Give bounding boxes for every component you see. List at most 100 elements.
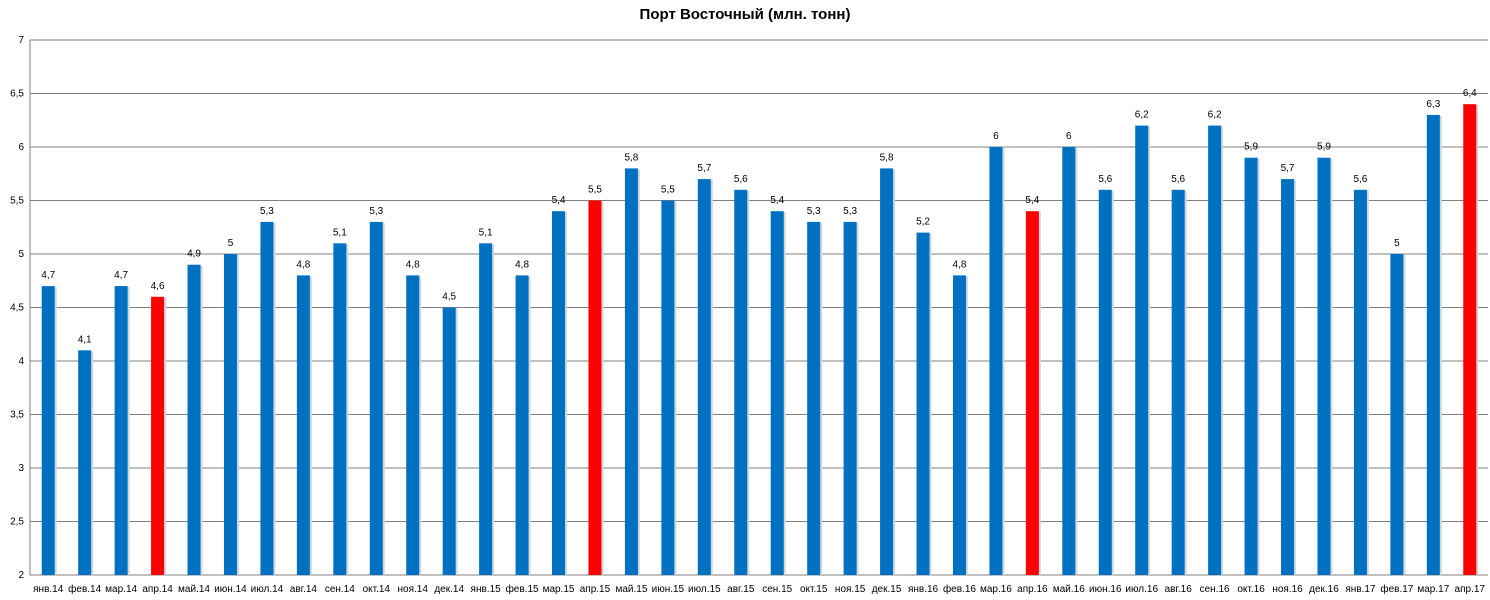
x-tick-label: авг.15 bbox=[727, 584, 755, 595]
x-tick-label: ноя.16 bbox=[1272, 584, 1303, 595]
x-tick-label: дек.15 bbox=[872, 584, 902, 595]
data-label: 5,3 bbox=[807, 206, 821, 217]
data-label: 5,8 bbox=[880, 152, 894, 163]
x-tick-label: сен.15 bbox=[762, 584, 792, 595]
x-tick-label: окт.15 bbox=[800, 584, 828, 595]
y-tick-label: 4,5 bbox=[10, 303, 24, 314]
x-tick-label: янв.16 bbox=[908, 584, 939, 595]
x-tick-label: фев.15 bbox=[506, 583, 539, 595]
x-tick-label: июн.14 bbox=[214, 584, 247, 595]
data-label: 4,6 bbox=[151, 281, 165, 292]
data-label: 5,3 bbox=[260, 206, 274, 217]
bar bbox=[260, 221, 274, 575]
x-tick-label: апр.14 bbox=[142, 584, 173, 595]
bar bbox=[515, 275, 529, 575]
bar bbox=[1390, 254, 1404, 575]
data-label: 4,5 bbox=[442, 292, 456, 303]
bar bbox=[952, 275, 966, 575]
bar bbox=[734, 189, 748, 576]
data-label: 5,4 bbox=[552, 195, 566, 206]
bar bbox=[187, 264, 201, 575]
data-label: 5,9 bbox=[1244, 142, 1258, 153]
y-tick-label: 6,5 bbox=[10, 89, 24, 100]
x-tick-label: июн.15 bbox=[652, 584, 685, 595]
x-tick-label: июл.14 bbox=[251, 584, 284, 595]
x-tick-label: мар.14 bbox=[105, 584, 137, 595]
y-tick-label: 5,5 bbox=[10, 196, 24, 207]
x-tick-label: апр.16 bbox=[1017, 584, 1048, 595]
data-label: 6,4 bbox=[1463, 88, 1477, 99]
x-tick-label: мар.17 bbox=[1417, 584, 1449, 595]
x-tick-label: окт.16 bbox=[1237, 584, 1265, 595]
data-label: 6 bbox=[1066, 131, 1072, 142]
x-tick-label: дек.16 bbox=[1309, 584, 1339, 595]
data-label: 5,9 bbox=[1317, 142, 1331, 153]
bar bbox=[552, 211, 566, 575]
bar bbox=[1281, 179, 1295, 575]
chart-title: Порт Восточный (млн. тонн) bbox=[639, 6, 851, 23]
bar bbox=[1171, 189, 1185, 576]
x-tick-label: фев.14 bbox=[68, 583, 101, 595]
data-label: 6,2 bbox=[1208, 110, 1222, 121]
bar bbox=[333, 243, 347, 576]
x-tick-label: авг.14 bbox=[290, 584, 318, 595]
bar bbox=[406, 275, 420, 575]
bar bbox=[843, 221, 857, 575]
bar bbox=[479, 243, 493, 576]
x-tick-label: апр.17 bbox=[1455, 584, 1486, 595]
x-tick-label: дек.14 bbox=[434, 584, 464, 595]
data-label: 5,6 bbox=[1171, 174, 1185, 185]
data-label: 5 bbox=[1394, 238, 1400, 249]
bar bbox=[1098, 189, 1112, 576]
bar bbox=[369, 221, 383, 575]
data-label: 4,8 bbox=[953, 259, 967, 270]
y-tick-label: 3 bbox=[18, 463, 24, 474]
y-tick-label: 6 bbox=[18, 142, 24, 153]
data-label: 5,3 bbox=[843, 206, 857, 217]
bar bbox=[1208, 125, 1222, 575]
data-label: 5,6 bbox=[1098, 174, 1112, 185]
x-tick-label: май.16 bbox=[1053, 584, 1085, 595]
x-tick-label: янв.14 bbox=[33, 584, 64, 595]
bar bbox=[1317, 157, 1331, 575]
x-tick-label: май.14 bbox=[178, 584, 210, 595]
x-tick-label: ноя.14 bbox=[398, 584, 429, 595]
data-label: 4,8 bbox=[515, 259, 529, 270]
x-tick-label: сен.16 bbox=[1200, 584, 1230, 595]
y-tick-label: 2,5 bbox=[10, 517, 24, 528]
bar bbox=[624, 168, 638, 575]
x-tick-label: янв.17 bbox=[1345, 584, 1376, 595]
bar bbox=[989, 147, 1003, 575]
x-tick-label: май.15 bbox=[615, 584, 647, 595]
x-tick-label: фев.17 bbox=[1380, 583, 1413, 595]
data-label: 5,3 bbox=[369, 206, 383, 217]
bar bbox=[1244, 157, 1258, 575]
x-tick-label: июн.16 bbox=[1089, 584, 1122, 595]
x-tick-label: апр.15 bbox=[580, 584, 611, 595]
bar bbox=[151, 296, 165, 575]
bar bbox=[223, 254, 237, 575]
data-label: 4,1 bbox=[78, 334, 92, 345]
x-tick-label: авг.16 bbox=[1165, 584, 1193, 595]
data-label: 5,5 bbox=[661, 185, 675, 196]
data-label: 5,6 bbox=[1353, 174, 1367, 185]
y-tick-label: 4 bbox=[18, 356, 24, 367]
data-label: 5,7 bbox=[1281, 163, 1295, 174]
x-tick-label: фев.16 bbox=[943, 583, 976, 595]
y-tick-label: 3,5 bbox=[10, 410, 24, 421]
data-label: 5,1 bbox=[333, 227, 347, 238]
bar bbox=[1062, 147, 1076, 575]
data-label: 6,3 bbox=[1426, 99, 1440, 110]
data-label: 5,4 bbox=[770, 195, 784, 206]
data-label: 5,4 bbox=[1025, 195, 1039, 206]
bar bbox=[807, 221, 821, 575]
bar bbox=[697, 179, 711, 575]
bar bbox=[296, 275, 310, 575]
bar bbox=[41, 286, 55, 575]
bar bbox=[114, 286, 128, 575]
bar bbox=[1463, 104, 1477, 575]
y-tick-label: 2 bbox=[18, 570, 24, 581]
data-label: 5,1 bbox=[479, 227, 493, 238]
